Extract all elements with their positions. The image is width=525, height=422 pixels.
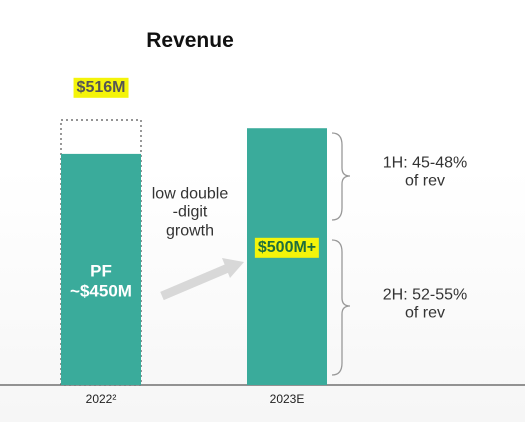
x-tick-label: 2023E	[269, 392, 305, 407]
value-label: $516M	[73, 77, 129, 99]
brace-2h	[331, 239, 351, 376]
value-label: $500M+	[254, 237, 320, 259]
chart-title: Revenue	[146, 28, 234, 52]
brace-1h	[331, 132, 351, 221]
growth-arrow	[160, 263, 230, 301]
annotation: 1H: 45-48% of rev	[382, 154, 468, 190]
annotation: 2H: 52-55% of rev	[382, 286, 468, 322]
x-tick-label: 2022²	[85, 392, 117, 407]
value-label: PF ~$450M	[70, 261, 132, 300]
growth-arrow-head	[222, 258, 244, 278]
bar	[61, 153, 141, 385]
annotation: low double -digit growth	[151, 185, 229, 240]
